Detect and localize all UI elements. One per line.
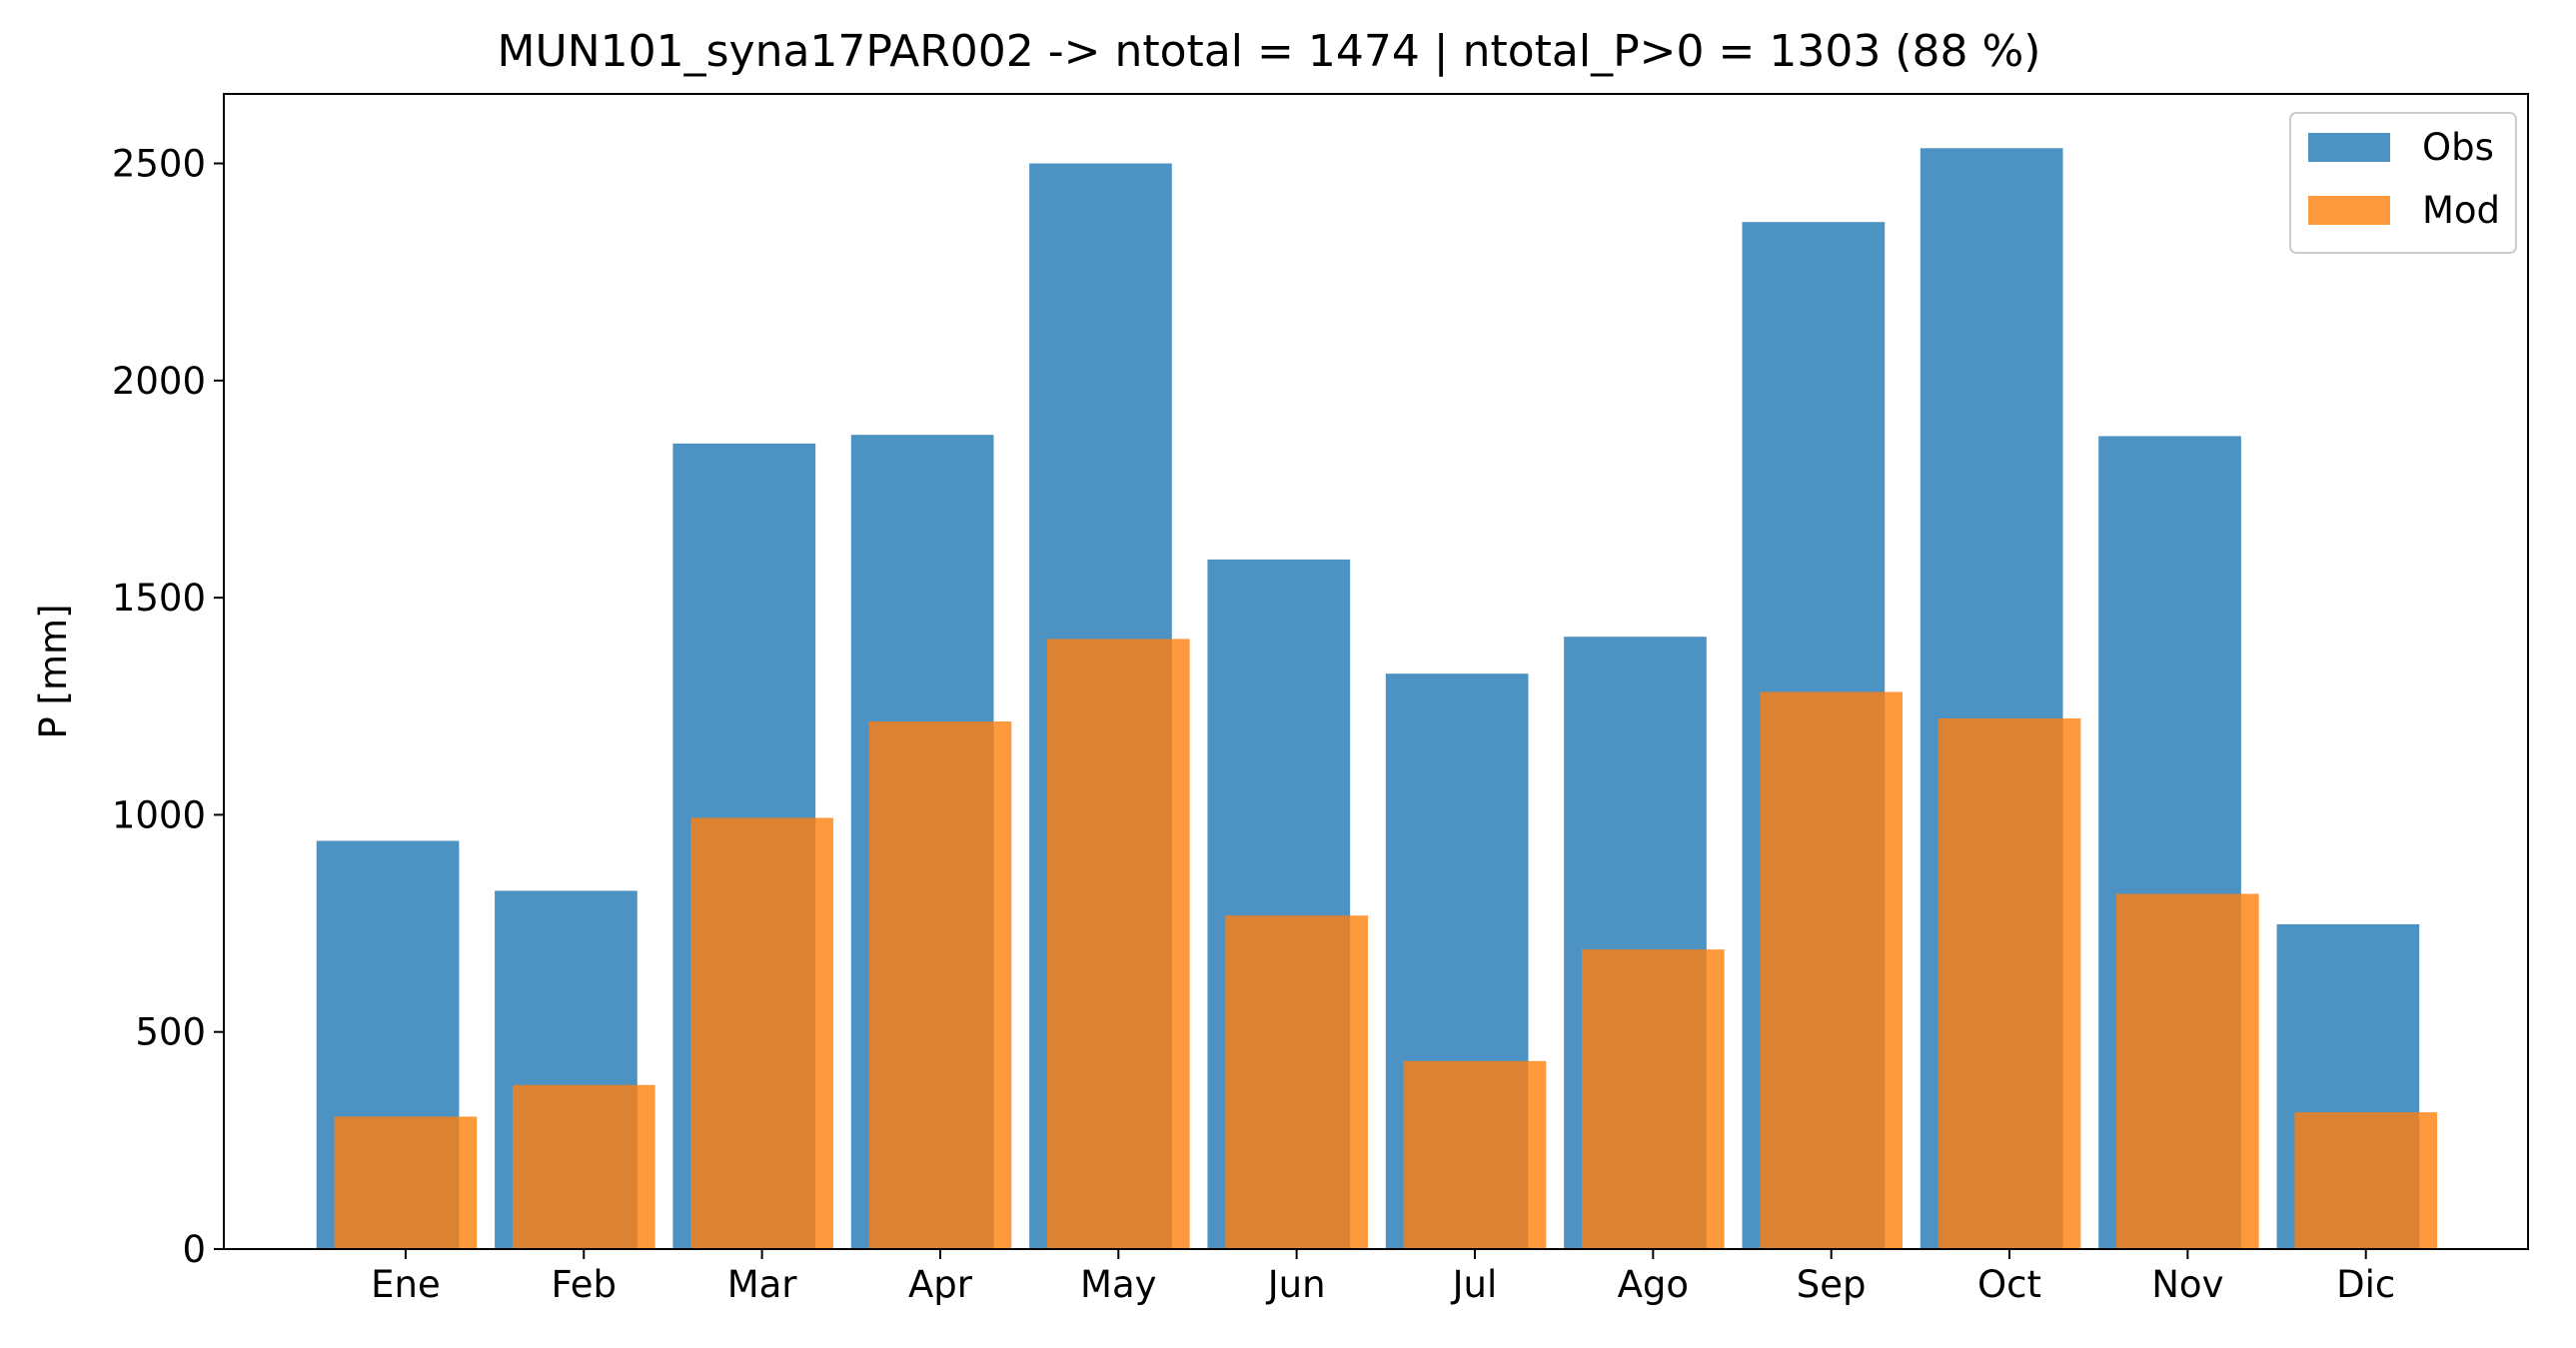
legend-label-mod: Mod — [2422, 189, 2500, 232]
y-tick-label: 2500 — [112, 143, 206, 186]
x-tick-label: Sep — [1797, 1263, 1867, 1306]
x-tick-label: Ene — [371, 1263, 441, 1306]
y-tick-label: 2000 — [112, 360, 206, 403]
bar-mod-jun — [1225, 915, 1368, 1249]
bar-mod-jul — [1403, 1060, 1547, 1249]
x-tick-label: Nov — [2151, 1263, 2223, 1306]
x-tick-label: Jun — [1266, 1263, 1326, 1306]
chart-title: MUN101_syna17PAR002 -> ntotal = 1474 | n… — [498, 26, 2041, 77]
bar-mod-ene — [334, 1116, 478, 1249]
axes-layer: 0 500 1000 1500 2000 2500 Ene Feb Mar Apr May Jun Ju… — [112, 93, 2529, 1306]
bar-mod-apr — [868, 720, 1012, 1249]
x-tick-label: Mar — [727, 1263, 798, 1306]
legend-swatch-mod — [2308, 196, 2390, 225]
x-tick-label: Oct — [1977, 1263, 2041, 1306]
bars-layer — [316, 148, 2438, 1250]
bar-mod-sep — [1760, 691, 1904, 1249]
x-tick-label: Dic — [2336, 1263, 2395, 1306]
bar-mod-feb — [512, 1084, 655, 1249]
x-tick-label: Feb — [551, 1263, 617, 1306]
x-tick-label: Apr — [908, 1263, 973, 1306]
y-tick-label: 500 — [135, 1011, 206, 1054]
legend-label-obs: Obs — [2422, 126, 2494, 169]
x-tick-label: Ago — [1618, 1263, 1689, 1306]
y-tick-label: 1000 — [112, 793, 206, 836]
legend-swatch-obs — [2308, 133, 2390, 162]
bar-mod-may — [1046, 639, 1190, 1249]
plot-frame — [223, 93, 2529, 1250]
bar-mod-oct — [1937, 717, 2081, 1249]
bar-mod-dic — [2294, 1112, 2438, 1249]
bar-mod-nov — [2116, 893, 2259, 1249]
bar-mod-ago — [1581, 949, 1725, 1249]
legend: Obs Mod — [2289, 112, 2517, 254]
y-tick-label: 1500 — [112, 577, 206, 620]
x-tick-label: May — [1080, 1263, 1157, 1306]
bar-mod-mar — [690, 817, 833, 1249]
y-tick-label: 0 — [182, 1228, 206, 1271]
y-axis-label: P [mm] — [32, 604, 75, 738]
x-tick-label: Jul — [1451, 1263, 1498, 1306]
